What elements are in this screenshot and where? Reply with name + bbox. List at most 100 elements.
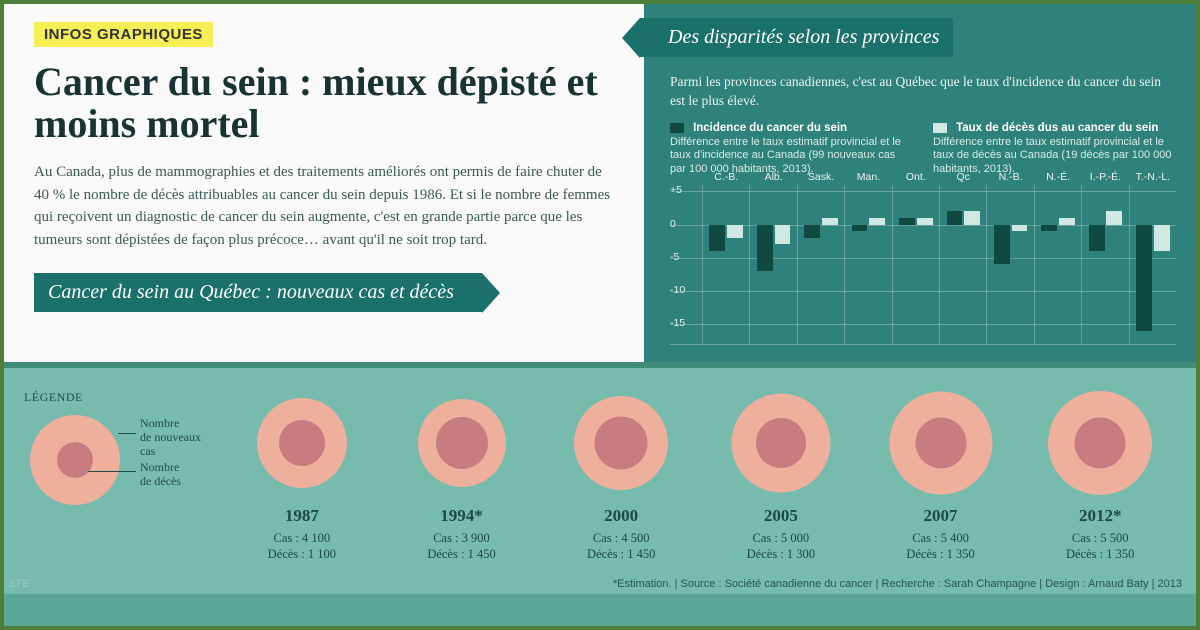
bar-light <box>727 225 743 238</box>
bar-light <box>822 218 838 225</box>
province-column: N.-É. <box>1034 185 1081 344</box>
ytick-label: -15 <box>670 317 685 329</box>
deaths-stat: Décès : 1 100 <box>226 546 378 562</box>
intro-paragraph: Au Canada, plus de mammographies et des … <box>34 161 614 251</box>
legend-a-sub: Différence entre le taux estimatif provi… <box>670 136 901 176</box>
bar-dark <box>757 225 773 271</box>
ytick-label: -5 <box>670 251 679 263</box>
year-column: 2000Cas : 4 500Décès : 1 450 <box>545 390 697 563</box>
footnote: *Estimation. | Source : Société canadien… <box>613 578 1182 590</box>
bottom-section: LÉGENDE Nombrede nouveauxcas Nombrede dé… <box>4 362 1196 594</box>
swatch-dark <box>670 123 684 133</box>
year-label: 2000 <box>545 506 697 526</box>
badge: INFOS GRAPHIQUES <box>34 22 213 47</box>
corner-mark: 37E <box>8 578 31 590</box>
bar-light <box>1106 211 1122 224</box>
cases-stat: Cas : 5 400 <box>865 530 1017 546</box>
legend-deaths: Taux de décès dus au cancer du sein Diff… <box>933 121 1176 177</box>
year-column: 2005 Cas : 5 000Décès : 1 300 <box>705 390 857 563</box>
bar-light <box>1154 225 1170 252</box>
year-label: 2007 <box>865 506 1017 526</box>
province-column: Sask. <box>797 185 844 344</box>
bar-dark <box>709 225 725 252</box>
headline: Cancer du sein : mieux dépisté et moins … <box>34 61 614 145</box>
province-column: N.-B. <box>986 185 1033 344</box>
legend-circle: Nombrede nouveauxcas Nombrede décès <box>30 415 120 505</box>
bar-dark <box>1041 225 1057 232</box>
ribbon-left-row: Cancer du sein au Québec : nouveaux cas … <box>34 273 614 312</box>
deaths-stat: Décès : 1 300 <box>705 546 857 562</box>
year-circle <box>1047 390 1153 496</box>
province-label: Man. <box>845 171 891 183</box>
bar-light <box>964 211 980 224</box>
bars-container: C.-B.Alb.Sask.Man.Ont.QcN.-B.N.-É.I.-P.-… <box>702 185 1176 344</box>
right-intro: Parmi les provinces canadiennes, c'est a… <box>670 73 1176 111</box>
legend-incidence: Incidence du cancer du sein Différence e… <box>670 121 913 177</box>
inner-circle <box>279 420 325 466</box>
bar-light <box>1012 225 1028 232</box>
legend-outer-label: Nombrede nouveauxcas <box>140 417 240 458</box>
deaths-stat: Décès : 1 450 <box>386 546 538 562</box>
year-column: 2012* Cas : 5 500Décès : 1 350 <box>1024 390 1176 563</box>
bar-dark <box>899 218 915 225</box>
cases-stat: Cas : 4 100 <box>226 530 378 546</box>
ribbon-provinces: Des disparités selon les provinces <box>640 18 953 57</box>
left-panel: INFOS GRAPHIQUES Cancer du sein : mieux … <box>4 4 644 362</box>
infographic-frame: INFOS GRAPHIQUES Cancer du sein : mieux … <box>0 0 1200 630</box>
legend-inner-label: Nombrede décès <box>140 461 240 489</box>
year-column: 1987 Cas : 4 100Décès : 1 100 <box>226 390 378 563</box>
legend-inner-circle <box>57 442 93 478</box>
province-label: N.-B. <box>987 171 1033 183</box>
chart-legend: Incidence du cancer du sein Différence e… <box>670 121 1176 177</box>
bar-light <box>917 218 933 225</box>
province-label: Qc <box>940 171 986 183</box>
province-label: N.-É. <box>1035 171 1081 183</box>
year-circle <box>888 390 994 496</box>
province-chart: +5 0 -5 -10 -15 C.-B.Alb.Sask.Man.Ont.QcN.-B.… <box>670 185 1176 345</box>
bar-dark <box>1089 225 1105 252</box>
inner-circle <box>1075 418 1126 469</box>
circle-row: LÉGENDE Nombrede nouveauxcas Nombrede dé… <box>24 390 1176 563</box>
province-column: C.-B. <box>702 185 749 344</box>
bar-dark <box>994 225 1010 265</box>
ribbon-quebec: Cancer du sein au Québec : nouveaux cas … <box>34 273 482 312</box>
year-circle <box>728 390 834 496</box>
ytick-label: -10 <box>670 284 685 296</box>
bar-light <box>1059 218 1075 225</box>
bar-dark <box>852 225 868 232</box>
bar-light <box>775 225 791 245</box>
ytick-label: +5 <box>670 184 682 196</box>
year-label: 2005 <box>705 506 857 526</box>
province-label: Sask. <box>798 171 844 183</box>
inner-circle <box>436 417 488 469</box>
province-column: Qc <box>939 185 986 344</box>
legend-b-title: Taux de décès dus au cancer du sein <box>956 122 1158 134</box>
province-label: T.-N.-L. <box>1130 171 1176 183</box>
province-column: Man. <box>844 185 891 344</box>
province-column: Alb. <box>749 185 796 344</box>
year-column: 1994*Cas : 3 900Décès : 1 450 <box>386 390 538 563</box>
year-circle <box>249 390 355 496</box>
ytick-label: 0 <box>670 218 676 230</box>
inner-circle <box>595 417 648 470</box>
province-label: Ont. <box>893 171 939 183</box>
circle-legend-title: LÉGENDE <box>24 390 218 405</box>
year-circle <box>568 390 674 496</box>
year-circle <box>409 390 515 496</box>
right-body: Parmi les provinces canadiennes, c'est a… <box>644 57 1196 345</box>
deaths-stat: Décès : 1 350 <box>1024 546 1176 562</box>
year-label: 2012* <box>1024 506 1176 526</box>
year-column: 2007Cas : 5 400Décès : 1 350 <box>865 390 1017 563</box>
inner-circle <box>756 418 806 468</box>
cases-stat: Cas : 3 900 <box>386 530 538 546</box>
legend-b-sub: Différence entre le taux estimatif provi… <box>933 136 1172 176</box>
cases-stat: Cas : 5 000 <box>705 530 857 546</box>
province-column: Ont. <box>892 185 939 344</box>
leader-line <box>88 471 136 472</box>
inner-circle <box>915 418 966 469</box>
cases-stat: Cas : 5 500 <box>1024 530 1176 546</box>
year-label: 1987 <box>226 506 378 526</box>
leader-line <box>118 433 136 434</box>
bar-dark <box>1136 225 1152 331</box>
province-label: I.-P.-É. <box>1082 171 1128 183</box>
